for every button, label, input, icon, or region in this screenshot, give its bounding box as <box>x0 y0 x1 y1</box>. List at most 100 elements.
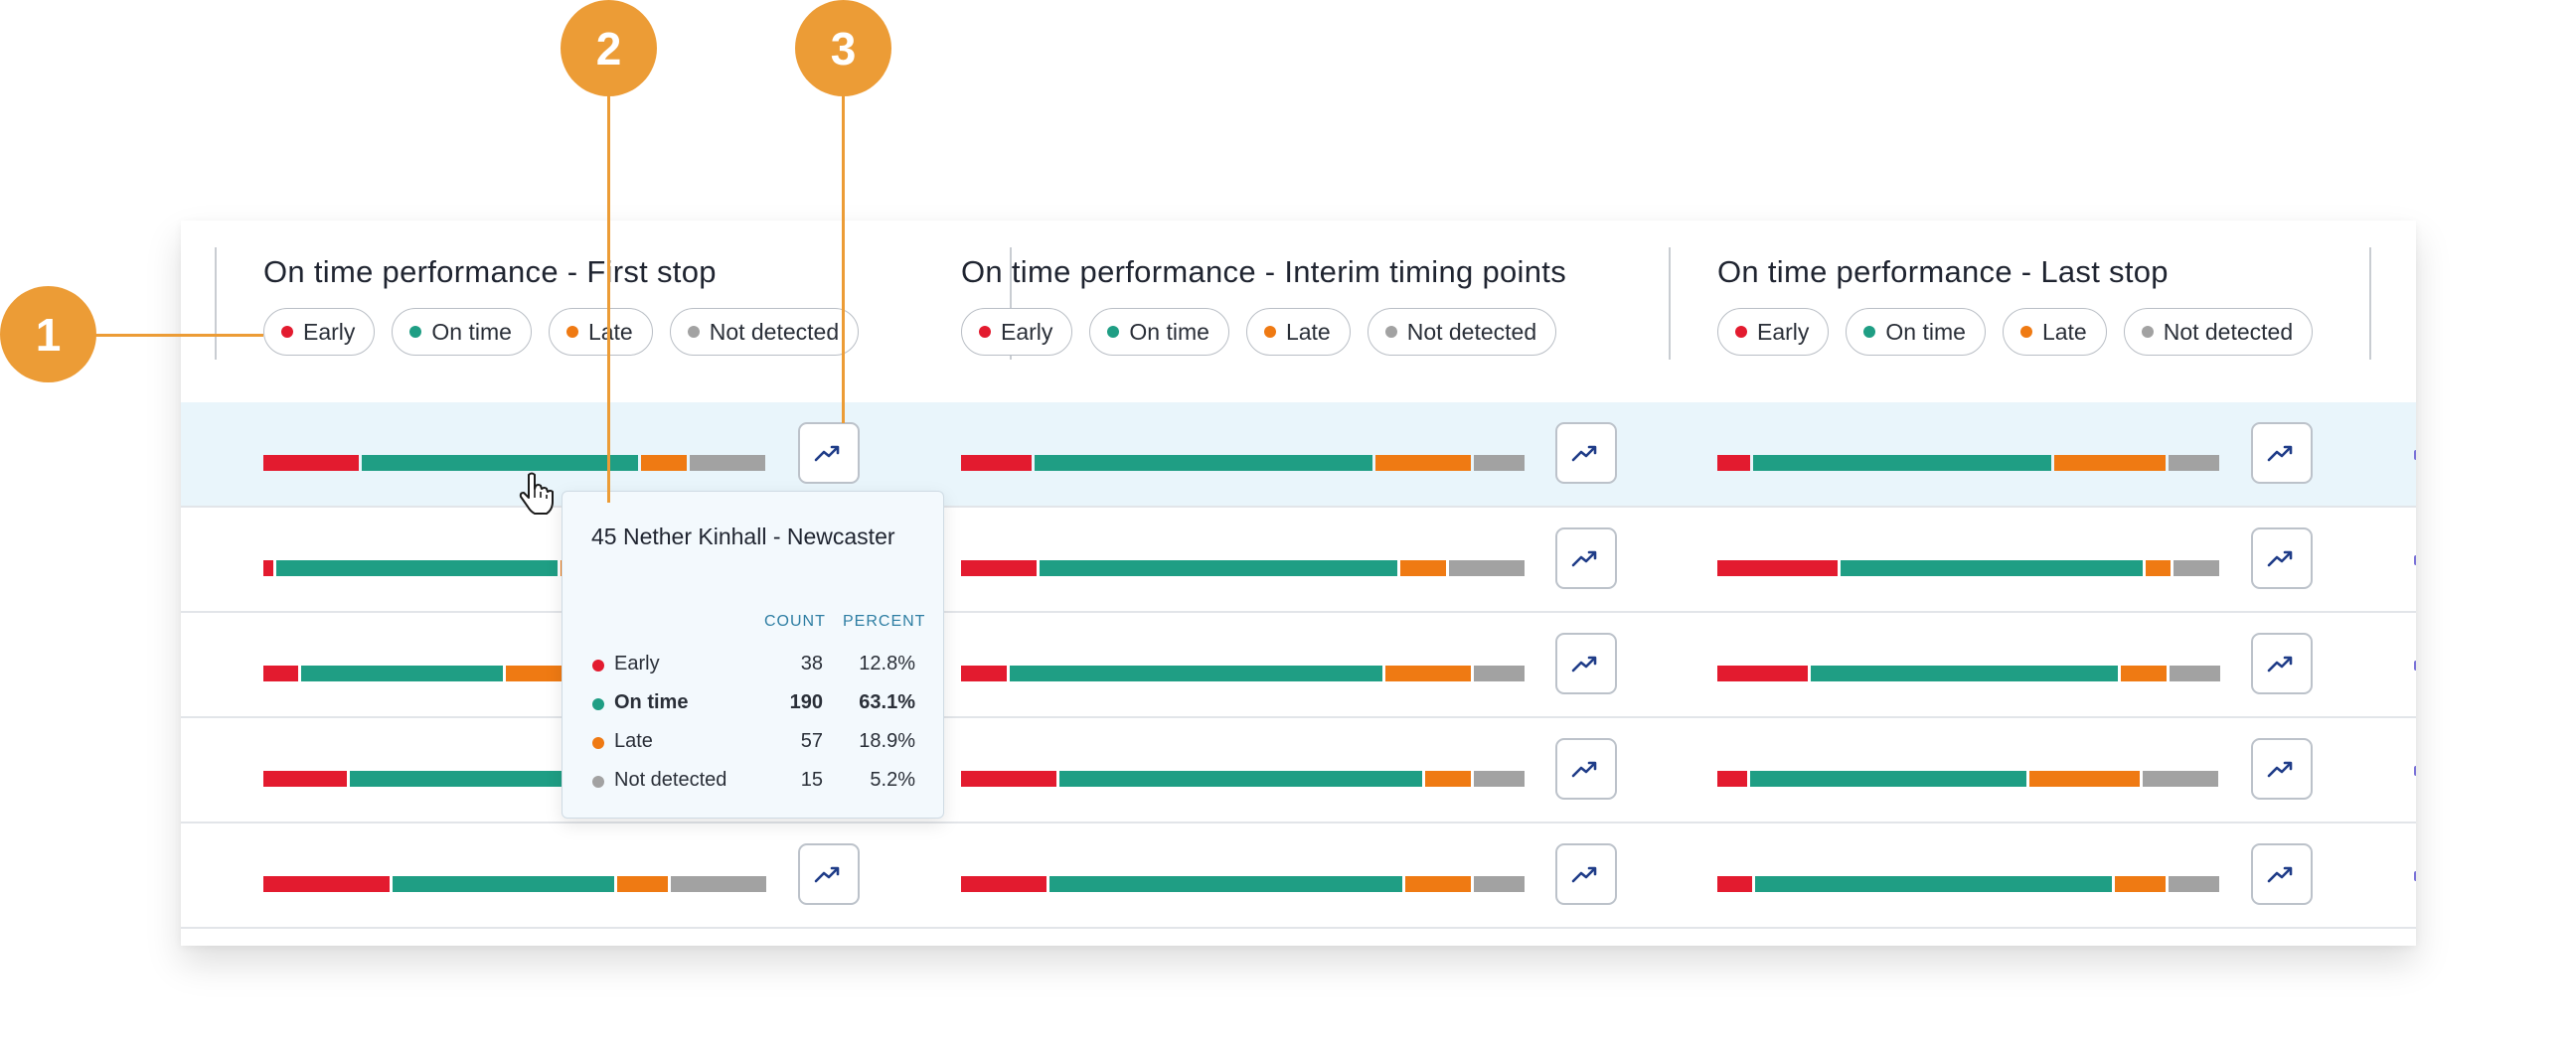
bar-segment-on-time[interactable] <box>1811 666 2118 681</box>
otp-stacked-bar[interactable] <box>263 876 766 892</box>
bar-segment-on-time[interactable] <box>1750 771 2026 787</box>
bar-segment-on-time[interactable] <box>276 560 558 576</box>
tooltip-row-on-time: On time 190 63.1% <box>563 689 945 719</box>
bar-segment-on-time[interactable] <box>350 771 571 787</box>
otp-stacked-bar[interactable] <box>961 455 1525 471</box>
table-row[interactable] <box>181 402 2416 508</box>
bar-segment-not-detected[interactable] <box>2169 876 2219 892</box>
trend-chart-button[interactable] <box>1555 633 1617 694</box>
trend-chart-button[interactable] <box>2251 738 2313 800</box>
bar-segment-early[interactable] <box>961 876 1046 892</box>
bar-segment-early[interactable] <box>961 455 1032 471</box>
trend-chart-button[interactable] <box>2251 527 2313 589</box>
trend-chart-button[interactable] <box>2251 633 2313 694</box>
otp-stacked-bar[interactable] <box>961 876 1525 892</box>
bar-segment-on-time[interactable] <box>1755 876 2112 892</box>
bar-segment-not-detected[interactable] <box>2143 771 2218 787</box>
legend-pill-early[interactable]: Early <box>961 308 1073 356</box>
bar-segment-early[interactable] <box>961 666 1007 681</box>
bar-segment-early[interactable] <box>263 455 359 471</box>
bar-segment-early[interactable] <box>1717 771 1747 787</box>
bar-segment-late[interactable] <box>1375 455 1471 471</box>
bar-segment-early[interactable] <box>263 560 273 576</box>
bar-segment-early[interactable] <box>1717 560 1838 576</box>
legend-label: Not detected <box>1406 318 1537 345</box>
bar-segment-early[interactable] <box>263 771 347 787</box>
bar-segment-not-detected[interactable] <box>1449 560 1525 576</box>
bar-segment-on-time[interactable] <box>1010 666 1382 681</box>
legend-pill-late[interactable]: Late <box>2002 308 2107 356</box>
bar-segment-early[interactable] <box>961 771 1056 787</box>
bar-segment-late[interactable] <box>2121 666 2167 681</box>
bar-segment-on-time[interactable] <box>1059 771 1422 787</box>
table-row[interactable] <box>181 718 2416 823</box>
legend-pill-on-time[interactable]: On time <box>1089 308 1229 356</box>
bar-segment-not-detected[interactable] <box>1474 771 1525 787</box>
bar-segment-late[interactable] <box>2054 455 2166 471</box>
otp-stacked-bar[interactable] <box>1717 771 2219 787</box>
otp-stacked-bar[interactable] <box>263 455 765 471</box>
bar-segment-not-detected[interactable] <box>2170 666 2220 681</box>
bar-segment-late[interactable] <box>1400 560 1446 576</box>
bar-segment-late[interactable] <box>2115 876 2166 892</box>
bar-segment-early[interactable] <box>1717 876 1752 892</box>
legend-pill-early[interactable]: Early <box>1717 308 1830 356</box>
bar-segment-late[interactable] <box>617 876 668 892</box>
trend-chart-button[interactable] <box>1555 527 1617 589</box>
bar-segment-early[interactable] <box>961 560 1037 576</box>
legend-pill-late[interactable]: Late <box>1245 308 1351 356</box>
otp-stacked-bar[interactable] <box>1717 876 2219 892</box>
bar-segment-late[interactable] <box>2146 560 2171 576</box>
tooltip-row-percent: 18.9% <box>859 730 915 752</box>
bar-segment-on-time[interactable] <box>301 666 503 681</box>
bar-segment-not-detected[interactable] <box>1474 666 1525 681</box>
bar-segment-late[interactable] <box>1405 876 1471 892</box>
bar-segment-early[interactable] <box>263 666 298 681</box>
trend-chart-button[interactable] <box>2251 422 2313 484</box>
bar-segment-on-time[interactable] <box>393 876 614 892</box>
trend-chart-button[interactable] <box>1555 422 1617 484</box>
bar-segment-early[interactable] <box>1717 455 1750 471</box>
bar-segment-not-detected[interactable] <box>2169 455 2219 471</box>
legend-pill-late[interactable]: Late <box>548 308 653 356</box>
otp-stacked-bar[interactable] <box>961 666 1525 681</box>
otp-stacked-bar[interactable] <box>961 560 1525 576</box>
table-row[interactable] <box>181 613 2416 718</box>
otp-stacked-bar[interactable] <box>1717 560 2219 576</box>
bar-segment-late[interactable] <box>641 455 687 471</box>
legend-pill-on-time[interactable]: On time <box>392 308 532 356</box>
trend-line-icon <box>1571 445 1597 462</box>
trend-chart-button[interactable] <box>798 422 860 484</box>
bar-segment-not-detected[interactable] <box>690 455 765 471</box>
trend-chart-button[interactable] <box>798 843 860 905</box>
legend-pill-not-detected[interactable]: Not detected <box>2123 308 2314 356</box>
bar-segment-on-time[interactable] <box>362 455 638 471</box>
otp-stacked-bar[interactable] <box>1717 666 2220 681</box>
trend-chart-button[interactable] <box>2251 843 2313 905</box>
bar-segment-on-time[interactable] <box>1049 876 1402 892</box>
bar-segment-early[interactable] <box>263 876 390 892</box>
bar-segment-late[interactable] <box>1385 666 1471 681</box>
table-row[interactable] <box>181 823 2416 929</box>
bar-segment-on-time[interactable] <box>1035 455 1372 471</box>
bar-segment-on-time[interactable] <box>1841 560 2143 576</box>
bar-segment-late[interactable] <box>2029 771 2140 787</box>
legend-pill-not-detected[interactable]: Not detected <box>669 308 860 356</box>
bar-segment-late[interactable] <box>1425 771 1471 787</box>
bar-segment-not-detected[interactable] <box>1474 455 1525 471</box>
legend-label: Not detected <box>2163 318 2294 345</box>
table-row[interactable] <box>181 508 2416 613</box>
bar-segment-early[interactable] <box>1717 666 1808 681</box>
bar-segment-on-time[interactable] <box>1040 560 1397 576</box>
otp-stacked-bar[interactable] <box>1717 455 2219 471</box>
legend-pill-not-detected[interactable]: Not detected <box>1367 308 1557 356</box>
legend-pill-on-time[interactable]: On time <box>1846 308 1986 356</box>
bar-segment-not-detected[interactable] <box>671 876 766 892</box>
legend-pill-early[interactable]: Early <box>263 308 376 356</box>
trend-chart-button[interactable] <box>1555 843 1617 905</box>
bar-segment-not-detected[interactable] <box>1474 876 1525 892</box>
bar-segment-on-time[interactable] <box>1753 455 2051 471</box>
trend-chart-button[interactable] <box>1555 738 1617 800</box>
otp-stacked-bar[interactable] <box>961 771 1525 787</box>
bar-segment-not-detected[interactable] <box>2174 560 2219 576</box>
